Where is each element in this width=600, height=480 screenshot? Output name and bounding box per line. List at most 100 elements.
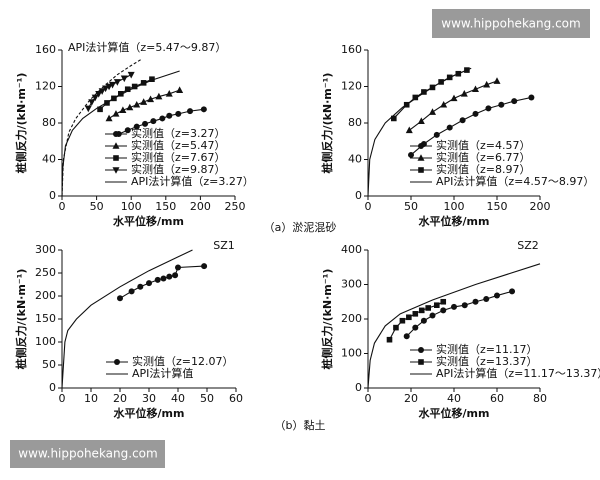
marker [91, 94, 99, 102]
x-tick-label: 50 [200, 392, 214, 405]
series-line [61, 249, 193, 389]
x-tick-label: 80 [533, 392, 547, 405]
marker [146, 280, 152, 287]
marker [176, 86, 184, 93]
marker [102, 85, 110, 93]
marker [140, 98, 148, 105]
legend-label: 实测值（z=8.97） [436, 162, 530, 176]
marker [408, 151, 414, 158]
y-axis-label: 桩侧反力/(kN·m⁻¹) [14, 73, 28, 174]
y-tick-label: 0 [49, 381, 56, 394]
marker [109, 81, 117, 89]
marker [119, 106, 127, 114]
y-tick-label: 40 [42, 153, 56, 166]
marker [105, 114, 113, 122]
marker [113, 131, 119, 137]
marker [137, 283, 144, 290]
legend-label: 实测值（z=4.57） [436, 138, 530, 152]
marker [154, 276, 161, 283]
marker [460, 90, 468, 97]
x-tick-label: 40 [171, 392, 185, 405]
y-tick-label: 200 [341, 312, 362, 325]
marker [175, 264, 181, 271]
y-tick-label: 50 [42, 358, 56, 371]
marker [418, 347, 424, 353]
marker [147, 95, 155, 103]
marker [201, 263, 208, 270]
marker [421, 89, 427, 95]
marker [511, 98, 518, 105]
x-tick-label: 50 [90, 200, 104, 213]
marker [528, 94, 535, 101]
legend-label: API法计算值 [132, 366, 193, 380]
x-axis-label: 水平位移/mm [113, 214, 184, 228]
marker [418, 359, 424, 365]
marker [451, 303, 457, 310]
marker [420, 317, 427, 324]
marker [84, 105, 92, 113]
watermark: www.hippohekang.com [18, 447, 157, 461]
marker [417, 154, 425, 161]
marker [509, 288, 516, 295]
marker [117, 295, 123, 302]
x-axis-label: 水平位移/mm [114, 406, 185, 420]
x-tick-label: 150 [155, 200, 176, 213]
marker [472, 110, 479, 117]
marker [142, 120, 149, 127]
x-tick-label: 250 [225, 200, 246, 213]
y-tick-label: 400 [341, 243, 362, 256]
y-tick-label: 160 [35, 43, 56, 56]
x-tick-label: 100 [444, 200, 465, 213]
marker [429, 312, 436, 319]
x-tick-label: 100 [121, 200, 142, 213]
marker [412, 324, 419, 331]
annotation: SZ1 [213, 239, 235, 252]
marker [418, 167, 424, 173]
marker [159, 115, 166, 122]
marker [412, 94, 419, 101]
caption: （b）黏土 [275, 418, 326, 432]
marker [127, 71, 135, 79]
series-line [367, 67, 472, 197]
y-tick-label: 160 [341, 43, 362, 56]
x-tick-label: 200 [530, 200, 551, 213]
marker [112, 110, 120, 117]
marker [472, 85, 479, 93]
marker [140, 80, 147, 86]
marker [97, 106, 103, 113]
legend-label: 实测值（z=13.37） [436, 354, 537, 368]
y-tick-label: 200 [35, 289, 56, 302]
series-line [410, 96, 532, 156]
legend-label: API法计算值（z=4.57～8.97） [436, 174, 594, 188]
y-tick-label: 0 [355, 381, 362, 394]
series-line [118, 108, 204, 135]
x-tick-label: 50 [404, 200, 418, 213]
y-tick-label: 300 [341, 278, 362, 291]
x-tick-label: 40 [447, 392, 461, 405]
x-axis-label: 水平位移/mm [419, 214, 490, 228]
marker [483, 80, 491, 88]
marker [434, 302, 440, 308]
marker [120, 75, 128, 83]
legend-label: 实测值（z=12.07） [132, 354, 233, 368]
y-tick-label: 300 [35, 243, 56, 256]
marker [405, 126, 413, 134]
marker [133, 123, 140, 130]
legend-label: 实测值（z=11.17） [436, 342, 537, 356]
marker [88, 99, 96, 106]
watermark: www.hippohekang.com [441, 17, 580, 31]
y-axis-label: 桩侧反力/(kN·m⁻¹) [14, 269, 28, 370]
series-line [393, 69, 468, 119]
marker [403, 333, 410, 340]
marker [160, 275, 167, 282]
x-tick-label: 10 [84, 392, 98, 405]
watermark-box [10, 440, 165, 468]
marker [391, 115, 397, 122]
marker [386, 336, 393, 343]
marker [133, 100, 141, 108]
marker [406, 314, 412, 321]
x-tick-label: 60 [490, 392, 504, 405]
marker [149, 76, 155, 82]
marker [165, 90, 173, 97]
